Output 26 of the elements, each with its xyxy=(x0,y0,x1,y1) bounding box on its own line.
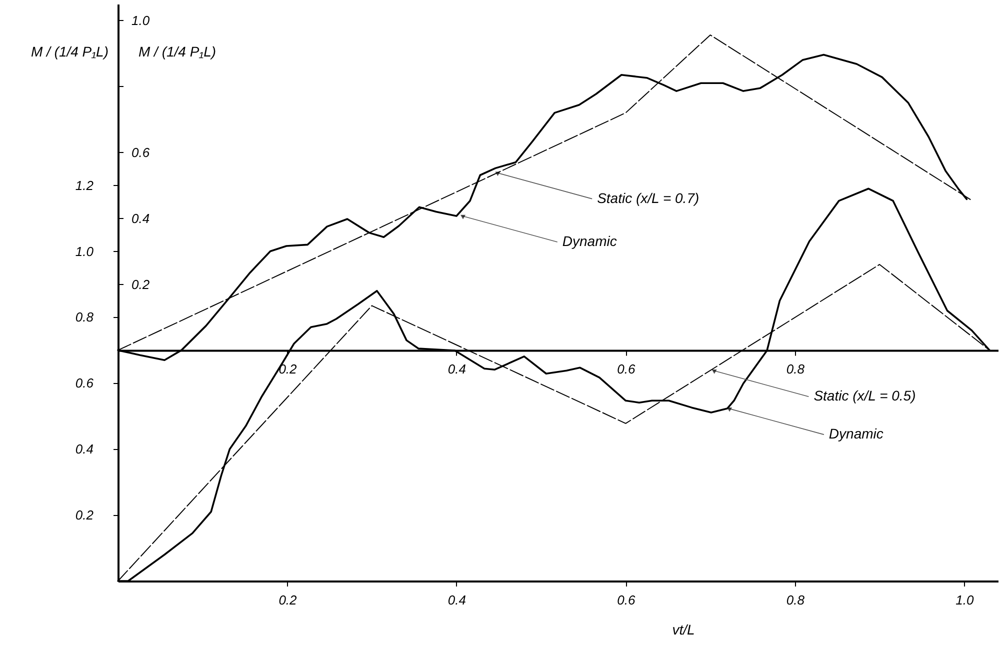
x-axis-title: vt/L xyxy=(672,622,695,638)
x-tick-label: 0.8 xyxy=(786,592,806,608)
y-tick-label: 1.0 xyxy=(75,244,94,259)
x-tick-label: 0.6 xyxy=(617,592,636,608)
y2-tick-label: 1.0 xyxy=(132,12,150,28)
y-tick-label: 0.4 xyxy=(75,442,94,457)
y2-tick-label: 0.2 xyxy=(132,276,150,292)
y-tick-label: 0.2 xyxy=(75,508,94,523)
y2-tick-label: 0.6 xyxy=(132,144,150,160)
x-tick-label: 1.0 xyxy=(956,592,974,608)
x2-tick-label: 0.6 xyxy=(617,362,636,377)
y2-tick-label: 0.4 xyxy=(132,210,150,226)
x-tick-label: 0.4 xyxy=(448,592,466,608)
y-tick-label: 1.2 xyxy=(75,178,94,193)
y-axis-title: M / (1/4 P₁L) xyxy=(30,44,108,60)
annotation: Static (x/L = 0.7) xyxy=(597,190,700,206)
annotation: Dynamic xyxy=(828,426,884,442)
x2-tick-label: 0.8 xyxy=(786,362,806,377)
annotation: Static (x/L = 0.5) xyxy=(814,388,916,404)
y2-axis-title: M / (1/4 P₁L) xyxy=(138,44,216,60)
x2-tick-label: 0.4 xyxy=(448,362,466,377)
x-tick-label: 0.2 xyxy=(278,592,298,608)
y-tick-label: 0.8 xyxy=(75,310,94,325)
y-tick-label: 0.6 xyxy=(75,376,94,391)
annotation: Dynamic xyxy=(562,233,617,250)
x2-tick-label: 0.2 xyxy=(278,362,298,377)
